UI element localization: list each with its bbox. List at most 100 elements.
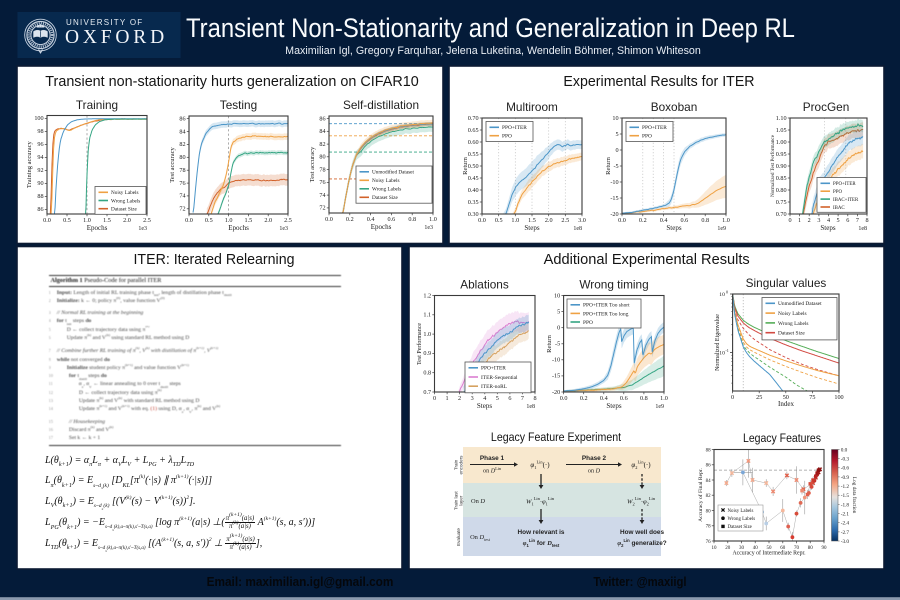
svg-text:2.5: 2.5 [143, 217, 151, 224]
svg-text:80: 80 [706, 509, 712, 514]
svg-text:0.0: 0.0 [325, 216, 333, 223]
svg-text:1.5: 1.5 [245, 217, 253, 224]
svg-text:PPO: PPO [583, 320, 593, 326]
svg-text:76: 76 [706, 540, 712, 545]
svg-text:80: 80 [319, 154, 325, 161]
svg-text:4: 4 [483, 395, 486, 402]
svg-text:4: 4 [827, 217, 830, 224]
svg-text:0.8: 0.8 [701, 217, 709, 224]
svg-text:PPO+ITER: PPO+ITER [642, 125, 667, 131]
svg-text:1: 1 [798, 217, 801, 224]
svg-text:10: 10 [612, 115, 618, 122]
svg-text:Boxoban: Boxoban [651, 100, 698, 114]
svg-text:0.30: 0.30 [468, 211, 479, 218]
svg-text:78: 78 [706, 525, 712, 530]
svg-text:1.0: 1.0 [83, 217, 91, 224]
svg-text:0.85: 0.85 [776, 175, 787, 182]
svg-text:-3.0: -3.0 [841, 539, 850, 545]
svg-text:2.5: 2.5 [561, 217, 569, 224]
svg-text:Multiroom: Multiroom [506, 100, 558, 114]
svg-text:PPO: PPO [502, 134, 512, 140]
svg-text:1e9: 1e9 [717, 226, 726, 232]
svg-text:1e8: 1e8 [858, 226, 867, 232]
svg-text:Training accuracy: Training accuracy [26, 141, 33, 189]
svg-text:10: 10 [719, 351, 725, 357]
svg-text:1.0: 1.0 [511, 217, 519, 224]
svg-text:0.2: 0.2 [580, 395, 588, 402]
svg-text:50: 50 [783, 394, 789, 401]
svg-text:1.0: 1.0 [429, 216, 437, 223]
svg-text:1e8: 1e8 [573, 226, 582, 232]
svg-text:0.6: 0.6 [620, 395, 628, 402]
svg-text:PPO+ITER Too short: PPO+ITER Too short [583, 303, 630, 309]
svg-text:2.0: 2.0 [123, 217, 131, 224]
svg-text:0.2: 0.2 [639, 217, 647, 224]
svg-text:Train last: Train last [454, 491, 459, 510]
svg-text:78: 78 [179, 167, 185, 174]
svg-text:0.7: 0.7 [423, 389, 431, 396]
svg-text:Steps: Steps [524, 224, 539, 232]
svg-text:0.6: 0.6 [388, 216, 396, 223]
svg-text:ITER-Sequential: ITER-Sequential [481, 375, 518, 381]
svg-text:φ1Lin(·): φ1Lin(·) [530, 460, 550, 471]
svg-text:Phase 1: Phase 1 [480, 455, 505, 462]
svg-text:50: 50 [767, 546, 773, 551]
svg-text:0.0: 0.0 [560, 395, 568, 402]
svg-text:86: 86 [319, 115, 325, 122]
svg-text:1e3: 1e3 [424, 225, 433, 231]
svg-text:30: 30 [739, 546, 745, 551]
svg-text:1e9: 1e9 [655, 404, 664, 410]
svg-text:Wrong Labels: Wrong Labels [728, 517, 756, 522]
svg-text:82: 82 [319, 141, 325, 148]
svg-text:φ2Lin generalize?: φ2Lin generalize? [617, 538, 666, 548]
svg-text:74: 74 [319, 192, 325, 199]
svg-text:-0.9: -0.9 [841, 475, 850, 481]
svg-text:5: 5 [496, 395, 499, 402]
svg-text:PPO+ITER: PPO+ITER [502, 125, 527, 131]
svg-text:60: 60 [780, 546, 786, 551]
svg-text:-1: -1 [725, 348, 729, 353]
svg-text:PPO+ITER: PPO+ITER [833, 182, 856, 187]
svg-text:0.5: 0.5 [495, 217, 503, 224]
svg-text:layer: layer [459, 495, 464, 505]
svg-text:Phase 2: Phase 2 [582, 455, 607, 462]
svg-text:on D: on D [588, 468, 601, 475]
svg-text:Train: Train [454, 459, 459, 470]
svg-text:Dataset Size: Dataset Size [111, 207, 137, 213]
svg-text:φ2Lin(·): φ2Lin(·) [631, 460, 651, 471]
svg-text:-1.8: -1.8 [841, 502, 850, 508]
svg-text:0.70: 0.70 [776, 211, 787, 218]
svg-text:86: 86 [706, 464, 712, 469]
svg-text:On D: On D [471, 498, 485, 505]
svg-text:72: 72 [179, 206, 185, 213]
svg-text:0.8: 0.8 [423, 370, 431, 377]
svg-text:3: 3 [817, 217, 820, 224]
svg-text:Accuracy of Final Repr.: Accuracy of Final Repr. [697, 468, 704, 522]
svg-text:1.2: 1.2 [423, 292, 431, 299]
svg-text:1e8: 1e8 [526, 404, 535, 410]
svg-text:1: 1 [446, 395, 449, 402]
svg-text:2.0: 2.0 [264, 217, 272, 224]
svg-text:0.8: 0.8 [408, 216, 416, 223]
svg-text:Noisy Labels: Noisy Labels [778, 311, 807, 317]
svg-text:0.2: 0.2 [346, 216, 354, 223]
svg-text:10: 10 [554, 292, 560, 299]
svg-text:0.95: 0.95 [776, 151, 787, 158]
svg-text:5: 5 [557, 308, 560, 315]
svg-text:1.5: 1.5 [103, 217, 111, 224]
svg-text:84: 84 [706, 479, 712, 484]
svg-text:Wrong timing: Wrong timing [579, 278, 648, 292]
svg-text:6: 6 [508, 395, 511, 402]
svg-text:-5: -5 [555, 341, 560, 348]
svg-text:encoders: encoders [459, 455, 464, 475]
svg-text:88: 88 [37, 193, 43, 200]
svg-text:86: 86 [37, 206, 43, 213]
svg-text:100: 100 [34, 115, 43, 122]
svg-text:0: 0 [433, 395, 436, 402]
svg-text:0.0: 0.0 [478, 217, 486, 224]
svg-text:0.5: 0.5 [205, 217, 213, 224]
svg-text:Self-distillation: Self-distillation [343, 98, 419, 112]
svg-text:1e3: 1e3 [279, 226, 288, 232]
svg-text:Unmodified Dataset: Unmodified Dataset [372, 169, 414, 176]
svg-text:Return: Return [605, 156, 612, 174]
